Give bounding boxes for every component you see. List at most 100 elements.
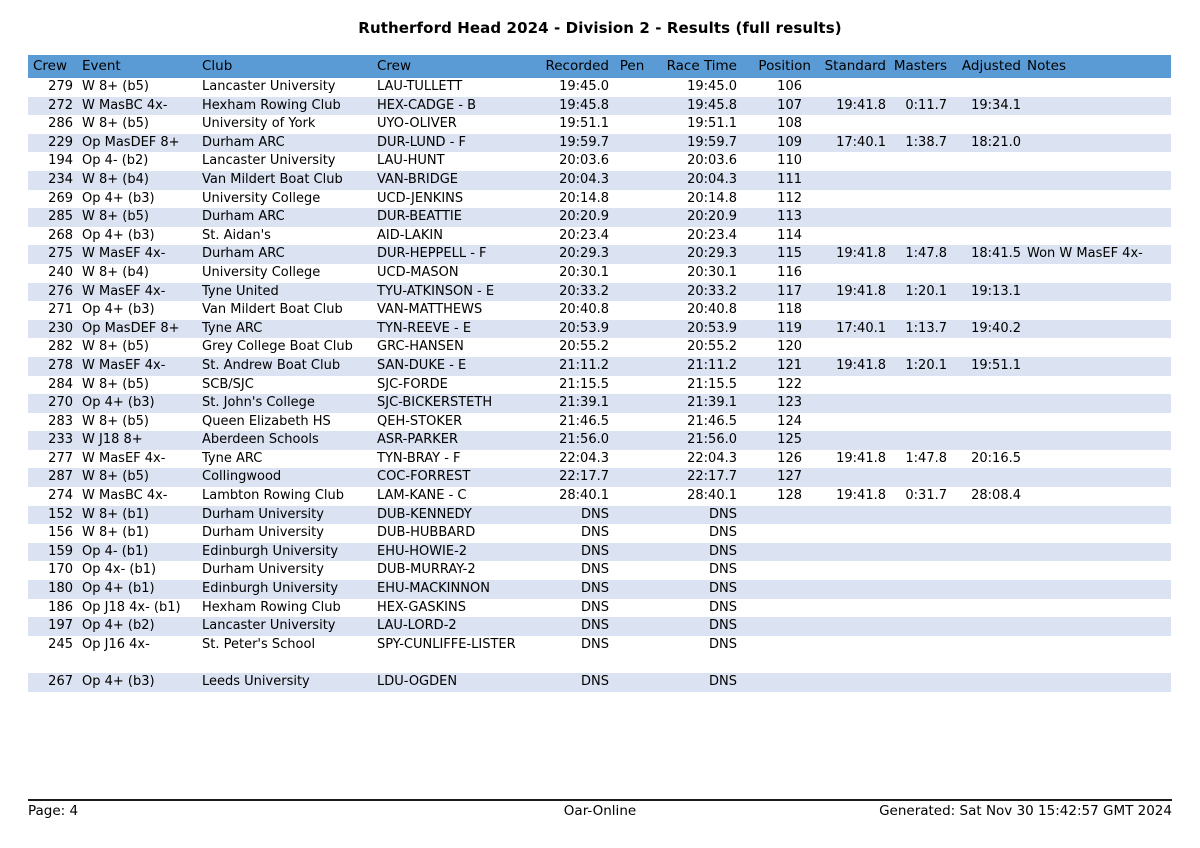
cell-masters: 0:31.7 bbox=[905, 488, 947, 504]
cell-notes bbox=[1022, 524, 1171, 543]
cell-race-time: 21:46.5 bbox=[687, 413, 737, 429]
cell-pen bbox=[610, 227, 654, 246]
cell-standard: 17:40.1 bbox=[836, 320, 886, 336]
cell-notes bbox=[1022, 97, 1171, 116]
cell-standard bbox=[812, 338, 888, 357]
cell-recorded: 20:03.6 bbox=[559, 153, 609, 169]
cell-pen bbox=[610, 301, 654, 320]
cell-standard bbox=[812, 264, 888, 283]
cell-standard bbox=[812, 673, 888, 692]
cell-recorded: DNS bbox=[581, 674, 609, 689]
cell-club: Lambton Rowing Club bbox=[202, 488, 344, 504]
cell-recorded: 20:04.3 bbox=[559, 171, 609, 187]
cell-recorded: 22:04.3 bbox=[559, 450, 609, 466]
cell-masters: 1:20.1 bbox=[905, 357, 947, 373]
cell-club: Durham ARC bbox=[202, 246, 285, 262]
cell-standard bbox=[812, 227, 888, 246]
cell-club: Durham University bbox=[202, 562, 324, 578]
cell-notes bbox=[1022, 190, 1171, 209]
cell-event: Op J16 4x- bbox=[82, 636, 150, 652]
cell-event: Op 4+ (b3) bbox=[82, 395, 155, 411]
cell-crew-name: DUB-MURRAY-2 bbox=[377, 562, 476, 578]
column-header-adjusted: Adjusted bbox=[961, 58, 1021, 74]
cell-crew-number: 229 bbox=[48, 134, 73, 150]
cell-adjusted: 19:13.1 bbox=[971, 283, 1021, 299]
cell-masters bbox=[888, 580, 949, 599]
cell-standard bbox=[812, 561, 888, 580]
cell-crew-name: DUR-LUND - F bbox=[377, 134, 467, 150]
table-spacer-row bbox=[28, 654, 1171, 673]
table-row: 268 Op 4+ (b3) St. Aidan's AID-LAKIN 20:23.4… bbox=[28, 226, 1171, 246]
cell-pen bbox=[610, 543, 654, 562]
cell-event: W MasEF 4x- bbox=[82, 450, 166, 466]
cell-masters bbox=[888, 78, 949, 97]
cell-position: 116 bbox=[777, 264, 802, 280]
cell-adjusted bbox=[949, 431, 1022, 450]
cell-masters bbox=[888, 506, 949, 525]
cell-position: 124 bbox=[777, 413, 802, 429]
cell-race-time: DNS bbox=[709, 636, 737, 652]
cell-pen bbox=[610, 524, 654, 543]
cell-position: 106 bbox=[777, 79, 802, 94]
cell-crew-number: 272 bbox=[48, 97, 73, 113]
cell-event: W 8+ (b5) bbox=[82, 413, 149, 429]
cell-crew-name: UCD-JENKINS bbox=[377, 190, 464, 206]
cell-notes bbox=[1022, 636, 1171, 655]
cell-notes bbox=[1022, 78, 1171, 97]
cell-club: SCB/SJC bbox=[202, 376, 254, 392]
cell-race-time: 21:56.0 bbox=[687, 432, 737, 448]
cell-adjusted: 19:40.2 bbox=[971, 320, 1021, 336]
cell-masters bbox=[888, 301, 949, 320]
table-row: 270 Op 4+ (b3) St. John's College SJC-BICKE… bbox=[28, 394, 1171, 413]
cell-masters bbox=[888, 524, 949, 543]
cell-club: Aberdeen Schools bbox=[202, 432, 319, 448]
cell-adjusted bbox=[949, 338, 1022, 357]
cell-position: 108 bbox=[777, 116, 802, 132]
table-row: 269 Op 4+ (b3) University College UCD-JENKI… bbox=[28, 189, 1171, 209]
column-header-crew-number: Crew bbox=[33, 58, 68, 74]
cell-recorded: 20:20.9 bbox=[559, 209, 609, 225]
cell-crew-number: 268 bbox=[48, 227, 73, 243]
cell-standard bbox=[812, 208, 888, 227]
cell-position: 127 bbox=[777, 469, 802, 485]
cell-crew-number: 279 bbox=[48, 79, 73, 94]
cell-position: 113 bbox=[777, 209, 802, 225]
cell-event: Op MasDEF 8+ bbox=[82, 134, 180, 150]
table-row: 180 Op 4+ (b1) Edinburgh University EHU-MAC… bbox=[28, 580, 1171, 599]
cell-crew-number: 267 bbox=[48, 674, 73, 689]
cell-notes bbox=[1022, 468, 1171, 487]
cell-notes bbox=[1022, 264, 1171, 283]
cell-position: 114 bbox=[777, 227, 802, 243]
cell-event: W MasEF 4x- bbox=[82, 357, 166, 373]
cell-notes bbox=[1022, 301, 1171, 320]
cell-crew-name: DUR-BEATTIE bbox=[377, 209, 462, 225]
cell-position: 128 bbox=[777, 488, 802, 504]
cell-masters bbox=[888, 654, 949, 673]
cell-event: Op MasDEF 8+ bbox=[82, 320, 180, 336]
cell-pen bbox=[610, 580, 654, 599]
cell-masters bbox=[888, 468, 949, 487]
cell-masters bbox=[888, 171, 949, 190]
cell-notes bbox=[1022, 450, 1171, 469]
cell-pen bbox=[610, 134, 654, 153]
cell-event: W 8+ (b5) bbox=[82, 79, 149, 94]
cell-pen bbox=[610, 561, 654, 580]
cell-event: Op 4+ (b3) bbox=[82, 674, 155, 689]
cell-position bbox=[738, 654, 812, 673]
cell-race-time: 19:45.0 bbox=[687, 79, 737, 94]
cell-crew-number: 180 bbox=[48, 581, 73, 597]
cell-event: W 8+ (b4) bbox=[82, 264, 149, 280]
cell-adjusted bbox=[949, 617, 1022, 636]
cell-masters bbox=[888, 338, 949, 357]
cell-pen bbox=[610, 190, 654, 209]
cell-recorded bbox=[540, 654, 610, 673]
cell-recorded: DNS bbox=[581, 525, 609, 541]
cell-crew-name: VAN-BRIDGE bbox=[377, 171, 458, 187]
cell-pen bbox=[610, 506, 654, 525]
cell-crew-name: TYN-BRAY - F bbox=[377, 450, 461, 466]
cell-notes bbox=[1022, 543, 1171, 562]
cell-masters bbox=[888, 599, 949, 618]
cell-masters bbox=[888, 561, 949, 580]
cell-standard bbox=[812, 394, 888, 413]
cell-event: Op 4+ (b3) bbox=[82, 302, 155, 318]
